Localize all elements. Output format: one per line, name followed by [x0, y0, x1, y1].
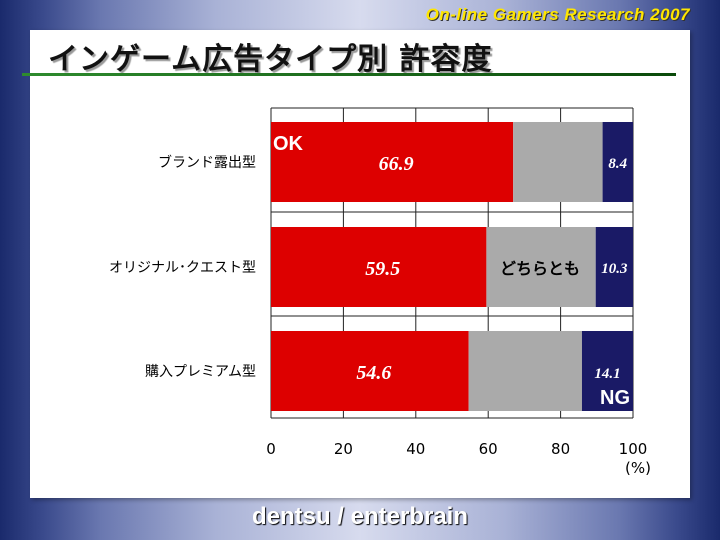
bar-segment-neutral — [468, 331, 582, 411]
data-label-ok: 66.9 — [379, 153, 414, 175]
data-label-ng: 14.1 — [594, 366, 620, 382]
category-label: オリジナル･クエスト型 — [109, 260, 256, 276]
footer-credit: dentsu / enterbrain — [251, 503, 469, 530]
data-label-ok: 59.5 — [365, 258, 400, 280]
x-tick-label: 80 — [551, 440, 570, 458]
bar-segment-ng — [602, 122, 633, 202]
category-label: ブランド露出型 — [158, 154, 256, 171]
bar-segment-neutral — [513, 122, 603, 202]
annotation-ok: OK — [273, 133, 304, 155]
stacked-bar-chart: ブランド露出型 66.9 8.4 オリジナル･クエスト型 59.5 10.3 購入プレミアム… — [109, 107, 651, 477]
annotation-neutral: どちらとも — [500, 259, 580, 278]
x-tick-label: 20 — [334, 440, 353, 458]
x-tick-label: 0 — [266, 440, 276, 458]
header-tag: On-line Gamers Research 2007 — [425, 5, 690, 24]
bar-segment-ng — [581, 331, 633, 411]
x-tick-label: 100 — [619, 440, 648, 458]
x-tick-label: 40 — [406, 440, 425, 458]
data-label-ng: 8.4 — [608, 156, 627, 172]
data-label-ng: 10.3 — [601, 261, 628, 277]
page-title: インゲーム広告タイプ別 許容度 — [48, 42, 493, 77]
category-label: 購入プレミアム型 — [145, 364, 256, 380]
annotation-ng: NG — [600, 387, 630, 409]
bar-segment-ok — [271, 331, 469, 411]
x-tick-label: 60 — [479, 440, 498, 458]
title-divider — [22, 73, 676, 76]
bar-segment-neutral — [486, 227, 596, 307]
bar-segment-ok — [271, 227, 487, 307]
bar-segment-ok — [271, 122, 514, 202]
x-axis-unit: (%) — [625, 459, 651, 477]
data-label-ok: 54.6 — [356, 362, 391, 384]
bar-segment-ng — [595, 227, 633, 307]
